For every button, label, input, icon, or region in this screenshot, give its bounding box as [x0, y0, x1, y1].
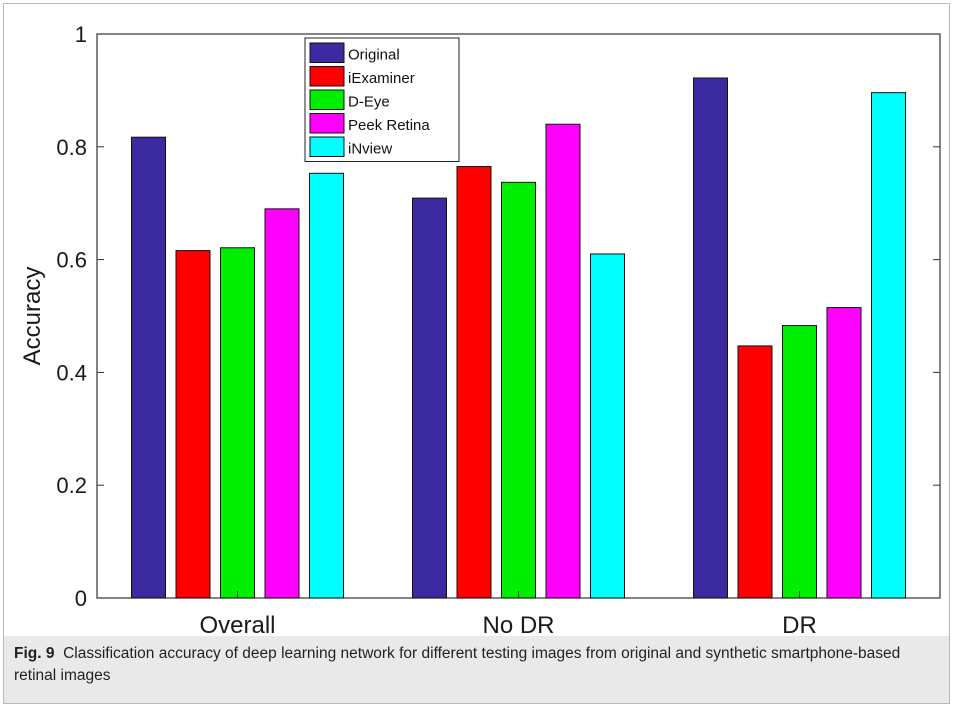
- legend-label: iNview: [348, 141, 392, 158]
- y-tick-label: 0.6: [56, 248, 87, 273]
- y-tick-label: 1: [75, 22, 87, 47]
- bar-original-overall: [131, 136, 166, 599]
- bar-original-no-dr: [412, 197, 447, 599]
- caption-label: Fig. 9: [14, 645, 55, 662]
- legend-swatch: [309, 136, 345, 157]
- legend-swatch: [309, 42, 345, 63]
- legend-swatch: [309, 113, 345, 134]
- legend-swatch: [309, 66, 345, 87]
- bar-d-eye-no-dr: [501, 181, 536, 599]
- bar-inview-no-dr: [590, 253, 625, 599]
- x-tick-label: Overall: [199, 612, 275, 639]
- bar-original-dr: [693, 77, 728, 599]
- x-axis: Overall No DR DR: [199, 591, 817, 639]
- x-tick-label: DR: [782, 612, 817, 639]
- y-axis-title: Accuracy: [19, 267, 46, 366]
- legend: Original iExaminer D-Eye Peek Retina iNview: [304, 37, 460, 162]
- legend-label: D-Eye: [348, 94, 390, 111]
- caption-text: Classification accuracy of deep learning…: [14, 645, 901, 684]
- bar-d-eye-dr: [782, 325, 817, 599]
- x-tick-label: No DR: [482, 612, 554, 639]
- bar-inview-dr: [871, 92, 906, 599]
- bar-iexaminer-dr: [737, 345, 773, 599]
- y-axis: 0 0.2 0.4 0.6 0.8 1: [56, 22, 940, 611]
- bar-peek-retina-overall: [264, 208, 300, 599]
- bar-d-eye-overall: [220, 247, 255, 599]
- y-tick-label: 0.2: [56, 473, 87, 498]
- y-tick-label: 0.4: [56, 360, 87, 385]
- y-tick-label: 0: [75, 586, 87, 611]
- bar-chart: 0 0.2 0.4 0.6 0.8 1 Overall No DR DR Accuracy O…: [19, 22, 941, 639]
- bar-inview-overall: [309, 172, 344, 599]
- figure-caption: Fig. 9 Classification accuracy of deep l…: [14, 643, 934, 687]
- legend-label: Original: [348, 47, 400, 64]
- legend-label: Peek Retina: [348, 117, 430, 134]
- legend-swatch: [309, 89, 345, 110]
- bar-peek-retina-dr: [826, 307, 862, 599]
- caption-band: [4, 636, 949, 703]
- legend-label: iExaminer: [348, 70, 415, 87]
- bars-group: [131, 77, 906, 599]
- bar-peek-retina-no-dr: [545, 123, 581, 599]
- bar-iexaminer-overall: [175, 250, 211, 599]
- bar-iexaminer-no-dr: [456, 166, 492, 599]
- y-tick-label: 0.8: [56, 135, 87, 160]
